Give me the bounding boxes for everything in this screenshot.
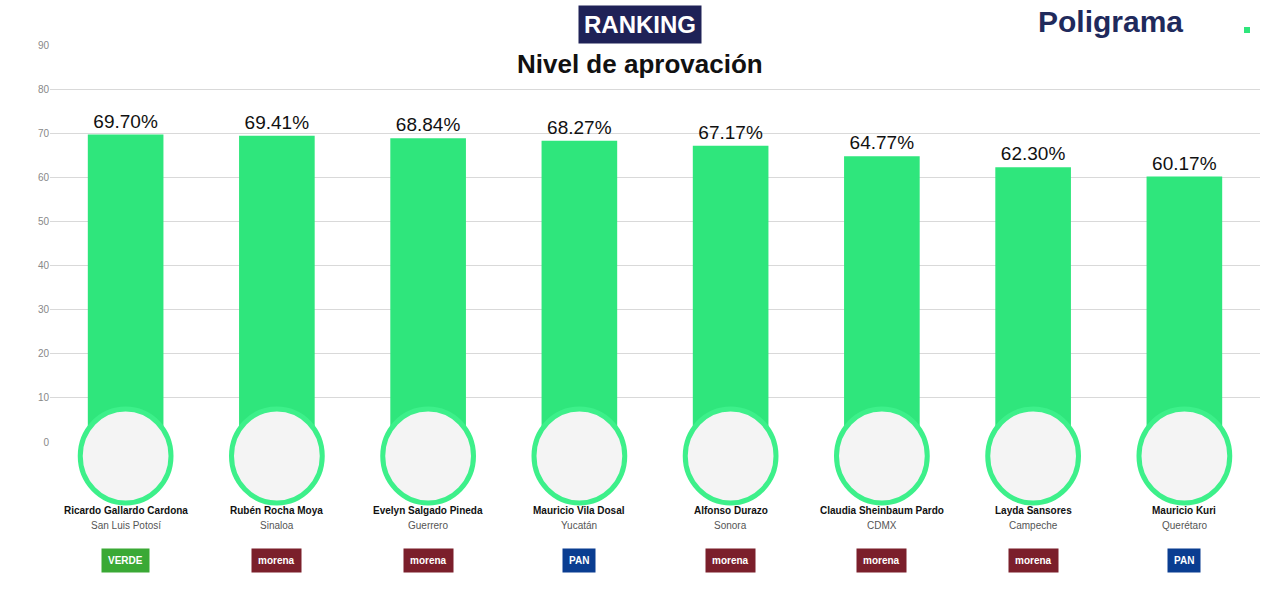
svg-text:80: 80 xyxy=(38,84,50,95)
svg-text:Evelyn Salgado Pineda: Evelyn Salgado Pineda xyxy=(373,505,483,516)
svg-text:Sinaloa: Sinaloa xyxy=(260,520,294,531)
svg-text:20: 20 xyxy=(38,348,50,359)
svg-text:60.17%: 60.17% xyxy=(1152,153,1217,174)
svg-text:Claudia Sheinbaum Pardo: Claudia Sheinbaum Pardo xyxy=(820,505,944,516)
svg-text:Ricardo Gallardo Cardona: Ricardo Gallardo Cardona xyxy=(64,505,188,516)
svg-text:69.70%: 69.70% xyxy=(93,111,158,132)
svg-text:Campeche: Campeche xyxy=(1009,520,1058,531)
svg-text:Sonora: Sonora xyxy=(714,520,747,531)
svg-text:40: 40 xyxy=(38,260,50,271)
svg-text:CDMX: CDMX xyxy=(867,520,897,531)
svg-text:Mauricio Vila Dosal: Mauricio Vila Dosal xyxy=(533,505,625,516)
svg-text:0: 0 xyxy=(43,437,49,448)
svg-text:Layda Sansores: Layda Sansores xyxy=(995,505,1072,516)
svg-text:60: 60 xyxy=(38,172,50,183)
svg-text:69.41%: 69.41% xyxy=(245,112,310,133)
svg-text:PAN: PAN xyxy=(1174,555,1194,566)
svg-text:68.84%: 68.84% xyxy=(396,114,461,135)
svg-text:morena: morena xyxy=(863,555,900,566)
svg-text:morena: morena xyxy=(410,555,447,566)
svg-text:Nivel de aprovación: Nivel de aprovación xyxy=(517,49,763,79)
svg-text:50: 50 xyxy=(38,216,50,227)
svg-text:67.17%: 67.17% xyxy=(698,122,763,143)
svg-text:10: 10 xyxy=(38,392,50,403)
svg-text:San Luis Potosí: San Luis Potosí xyxy=(91,520,161,531)
svg-text:VERDE: VERDE xyxy=(108,555,143,566)
svg-text:70: 70 xyxy=(38,128,50,139)
svg-text:Alfonso Durazo: Alfonso Durazo xyxy=(694,505,768,516)
svg-text:Yucatán: Yucatán xyxy=(561,520,597,531)
svg-text:Mauricio Kuri: Mauricio Kuri xyxy=(1152,505,1216,516)
svg-text:Poligrama: Poligrama xyxy=(1038,5,1183,38)
svg-text:RANKING: RANKING xyxy=(584,11,696,38)
svg-text:PAN: PAN xyxy=(569,555,589,566)
svg-text:90: 90 xyxy=(38,40,50,51)
svg-text:Rubén Rocha Moya: Rubén Rocha Moya xyxy=(230,505,323,516)
svg-text:64.77%: 64.77% xyxy=(850,132,915,153)
svg-text:morena: morena xyxy=(258,555,295,566)
svg-text:30: 30 xyxy=(38,304,50,315)
svg-text:62.30%: 62.30% xyxy=(1001,143,1066,164)
svg-text:Guerrero: Guerrero xyxy=(408,520,448,531)
svg-text:morena: morena xyxy=(712,555,749,566)
svg-text:Querétaro: Querétaro xyxy=(1162,520,1207,531)
svg-text:morena: morena xyxy=(1015,555,1052,566)
svg-text:68.27%: 68.27% xyxy=(547,117,612,138)
